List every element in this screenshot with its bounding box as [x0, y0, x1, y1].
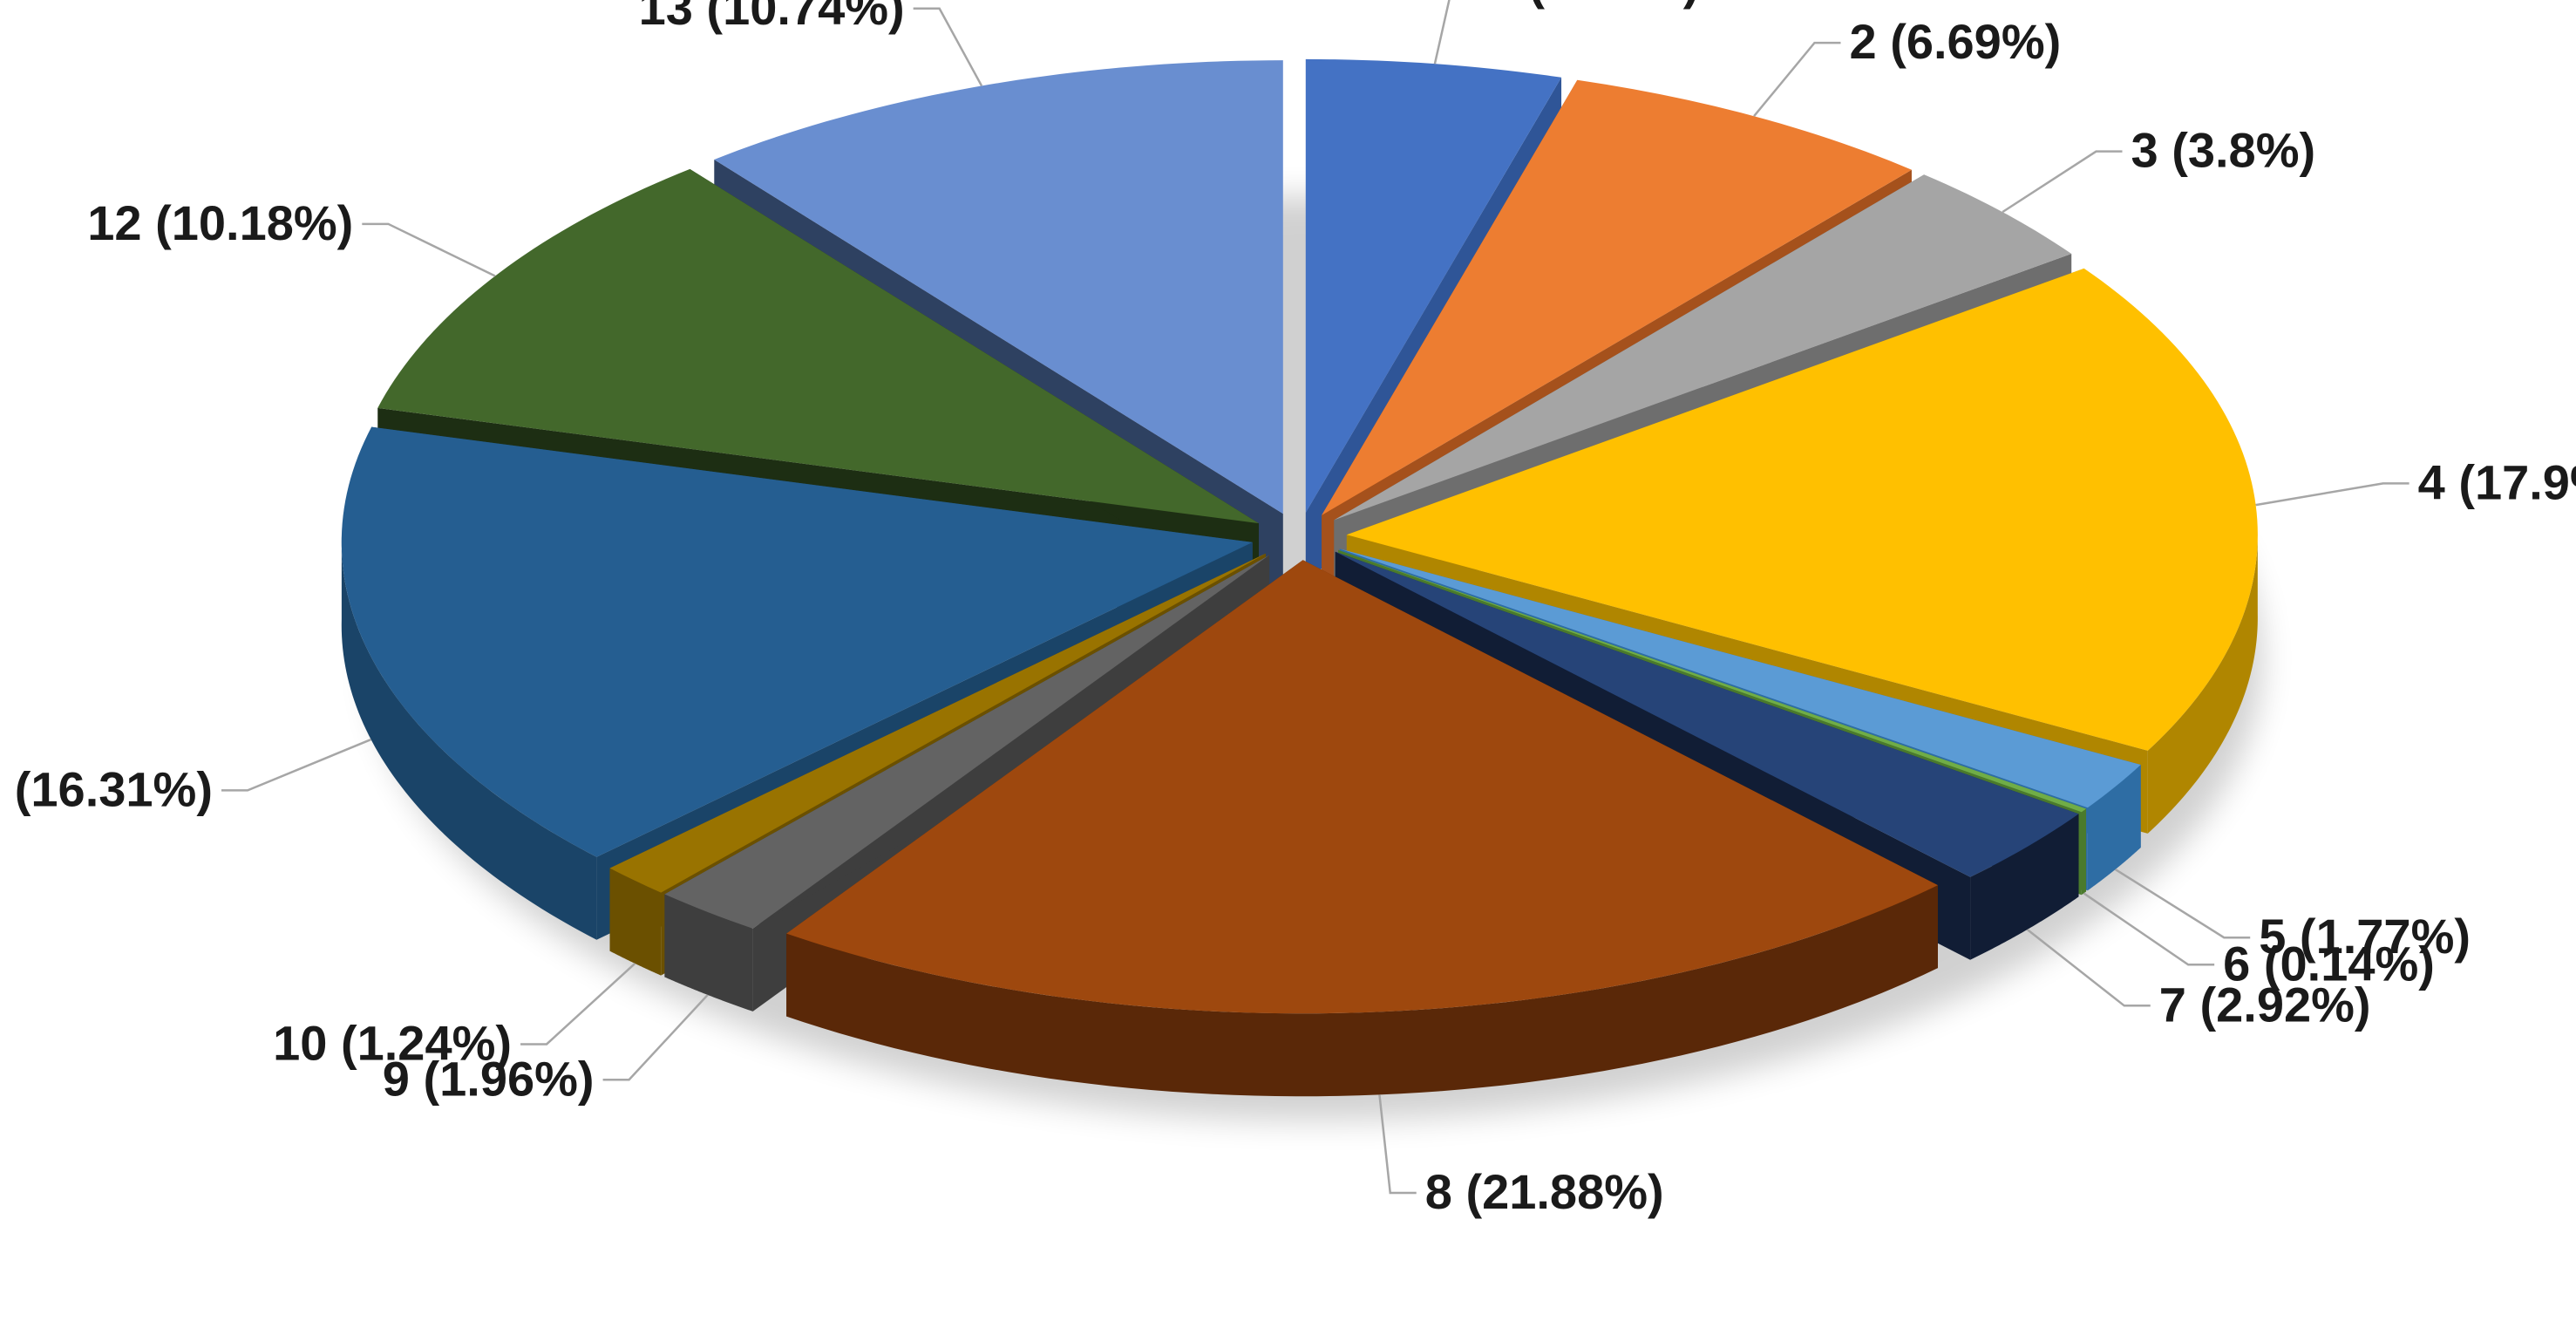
leader-line-2 [1753, 41, 1841, 117]
slice-6-outer-wall [2081, 808, 2087, 896]
slice-1 [1305, 58, 1562, 513]
leader-line-12 [362, 222, 496, 277]
leader-line-11 [221, 738, 372, 792]
data-label-13: 13 (10.74%) [639, 0, 905, 35]
slice-5-outer-wall [2087, 765, 2141, 891]
leader-line-10 [520, 963, 636, 1046]
data-label-9: 9 (1.96%) [383, 1051, 595, 1106]
leader-line-8 [1378, 1094, 1417, 1195]
leader-line-1 [1433, 0, 1451, 65]
leader-lines [221, 0, 2409, 1195]
leader-line-5 [2114, 868, 2251, 939]
data-label-2: 2 (6.69%) [1849, 14, 2061, 69]
leader-line-13 [913, 7, 983, 87]
slice-7-outer-wall [1970, 814, 2079, 960]
data-labels: 1 (4.53%) 2 (6.69%) 3 (3.8%) 4 (17.9%) 5 (1.… [0, 0, 2576, 1219]
data-label-6: 6 (0.14%) [2223, 936, 2435, 991]
slice-11 [341, 426, 1253, 857]
slice-10-outer-wall [609, 868, 662, 976]
data-label-1: 1 (4.53%) [1488, 0, 1700, 10]
slice-13 [714, 60, 1283, 514]
data-label-10: 10 (1.24%) [273, 1015, 512, 1070]
leader-line-4 [2255, 482, 2409, 507]
slice-7 [1335, 551, 2079, 877]
slice-9 [664, 555, 1270, 929]
slice-12 [377, 168, 1259, 524]
leader-line-3 [2002, 150, 2123, 214]
leader-line-9 [602, 994, 709, 1081]
data-label-3: 3 (3.8%) [2131, 123, 2316, 178]
slice-8-outer-wall [786, 885, 1938, 1097]
slice-4-outer-wall [2147, 530, 2258, 834]
data-label-8: 8 (21.88%) [1425, 1164, 1664, 1219]
slice-4 [1346, 268, 2258, 751]
data-label-11: 11 (16.31%) [0, 761, 213, 816]
data-label-7: 7 (2.92%) [2159, 977, 2371, 1032]
data-label-12: 12 (10.18%) [87, 195, 353, 250]
slice-tops [341, 58, 2258, 1014]
leader-line-7 [2026, 928, 2151, 1007]
slice-8 [786, 560, 1938, 1014]
slice-2 [1322, 79, 1912, 515]
data-label-4: 4 (17.9%) [2418, 454, 2576, 509]
data-label-5: 5 (1.77%) [2259, 909, 2471, 964]
slice-3 [1334, 174, 2072, 521]
slice-10 [609, 553, 1266, 893]
slice-9-outer-wall [664, 894, 753, 1012]
slice-6 [1338, 549, 2087, 813]
leader-line-6 [2083, 892, 2215, 966]
slice-5 [1339, 548, 2141, 808]
slice-11-outer-wall [341, 535, 597, 940]
